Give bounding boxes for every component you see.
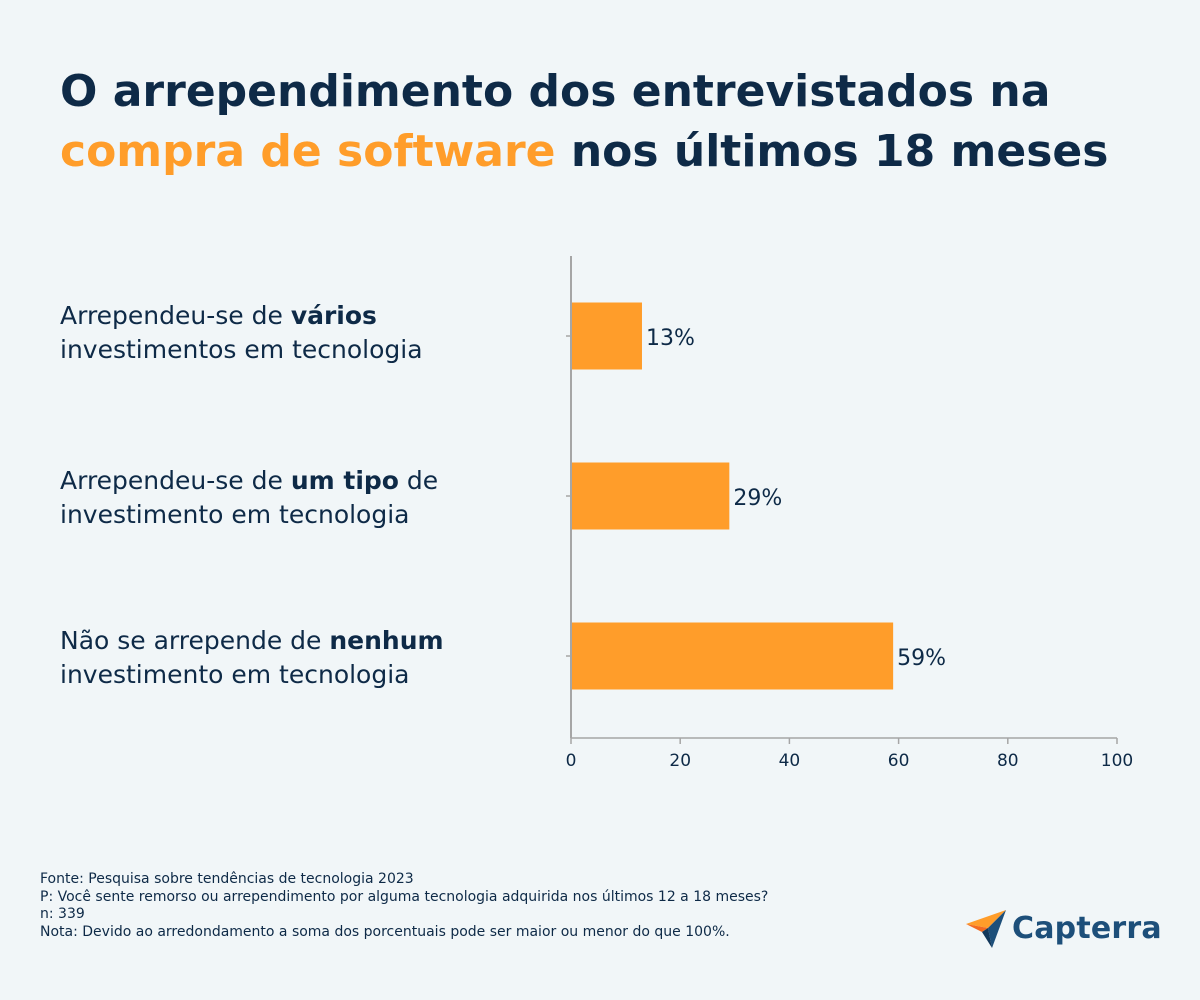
category-label-0: Arrependeu-se de vários investimentos em… [60,301,423,364]
x-tick-label-4: 80 [997,751,1019,771]
capterra-logo: Capterra [966,908,1162,948]
title-line1: O arrependimento dos entrevistados na [60,66,1051,117]
x-tick-label-3: 60 [888,751,910,771]
footer-note: Nota: Devido ao arredondamento a soma do… [40,923,730,940]
chart-title: O arrependimento dos entrevistados na co… [60,62,1160,182]
title-highlight: compra de software [60,126,556,177]
x-tick-label-2: 40 [779,751,801,771]
bar-2 [572,622,894,690]
capterra-arrow-icon [966,910,1006,948]
footer-source: Fonte: Pesquisa sobre tendências de tecn… [40,871,414,887]
data-label-0: 13% [646,326,695,351]
logo-text: Capterra [1012,910,1162,946]
data-label-1: 29% [733,486,782,511]
bar-0 [572,302,642,370]
footer-notes: Fonte: Pesquisa sobre tendências de tecn… [40,871,768,941]
x-tick-label-1: 20 [669,751,691,771]
data-label-2: 59% [897,646,946,671]
footer-n: n: 339 [40,906,85,922]
x-tick-label-5: 100 [1101,751,1133,771]
footer-question: P: Você sente remorso ou arrependimento … [40,888,769,905]
title-line2-rest: nos últimos 18 meses [555,126,1109,177]
x-tick-label-0: 0 [566,751,577,771]
bar-1 [572,462,730,530]
category-label-1: Arrependeu-se de um tipo de investimento… [60,466,439,529]
category-label-2: Não se arrepende de nenhum investimento … [60,626,444,689]
